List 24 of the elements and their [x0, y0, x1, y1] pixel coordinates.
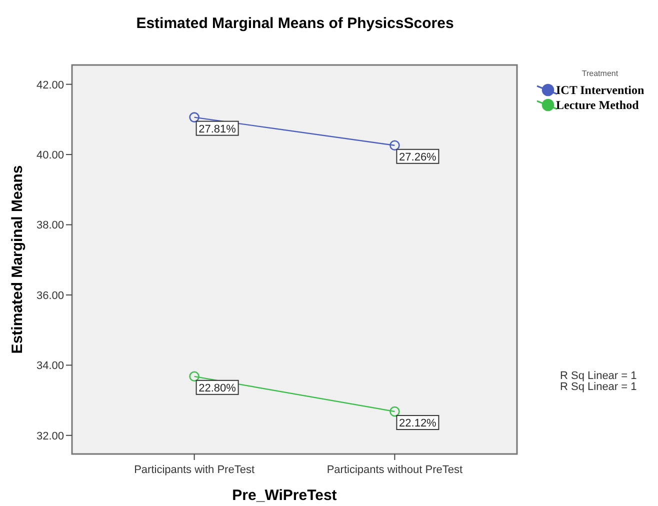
point: [189, 112, 200, 122]
x-tick-label: Participants with PreTest: [134, 464, 255, 476]
legend-label: ICT Intervention: [556, 83, 644, 97]
chart-title: Estimated Marginal Means of PhysicsScores: [136, 15, 454, 32]
text: R Sq Linear = 1: [560, 381, 637, 393]
y-tick-label: 38.00: [36, 220, 64, 232]
text: R Sq Linear = 1: [560, 370, 637, 382]
annotation: 27.81%: [198, 123, 236, 136]
y-tick-label: 36.00: [36, 290, 64, 302]
legend-label: Lecture Method: [556, 98, 640, 112]
point: [189, 371, 200, 382]
annotation: 22.80%: [198, 382, 236, 394]
y-tick-label: 40.00: [36, 150, 64, 162]
x-tick-label: Participants without PreTest: [326, 464, 463, 476]
y-tick-label: 32.00: [36, 430, 64, 442]
point: [390, 406, 400, 417]
y-tick-label: 42.00: [36, 79, 64, 92]
y-axis-title: Estimated Marginal Means: [9, 165, 26, 354]
y-tick-label: 34.00: [36, 360, 64, 372]
x-axis-title: Pre_WiPreTest: [232, 487, 337, 504]
annotation: 27.26%: [399, 151, 437, 164]
point: [390, 140, 400, 151]
annotation: 22.12%: [399, 418, 437, 430]
legend-title: Treatment: [582, 69, 619, 78]
